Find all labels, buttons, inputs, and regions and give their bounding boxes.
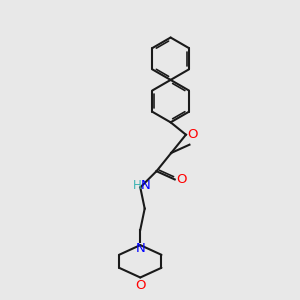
Text: O: O <box>188 128 198 141</box>
Text: H: H <box>132 179 141 192</box>
Text: O: O <box>135 279 146 292</box>
Text: O: O <box>176 173 187 186</box>
Text: N: N <box>140 179 150 192</box>
Text: N: N <box>135 242 145 255</box>
